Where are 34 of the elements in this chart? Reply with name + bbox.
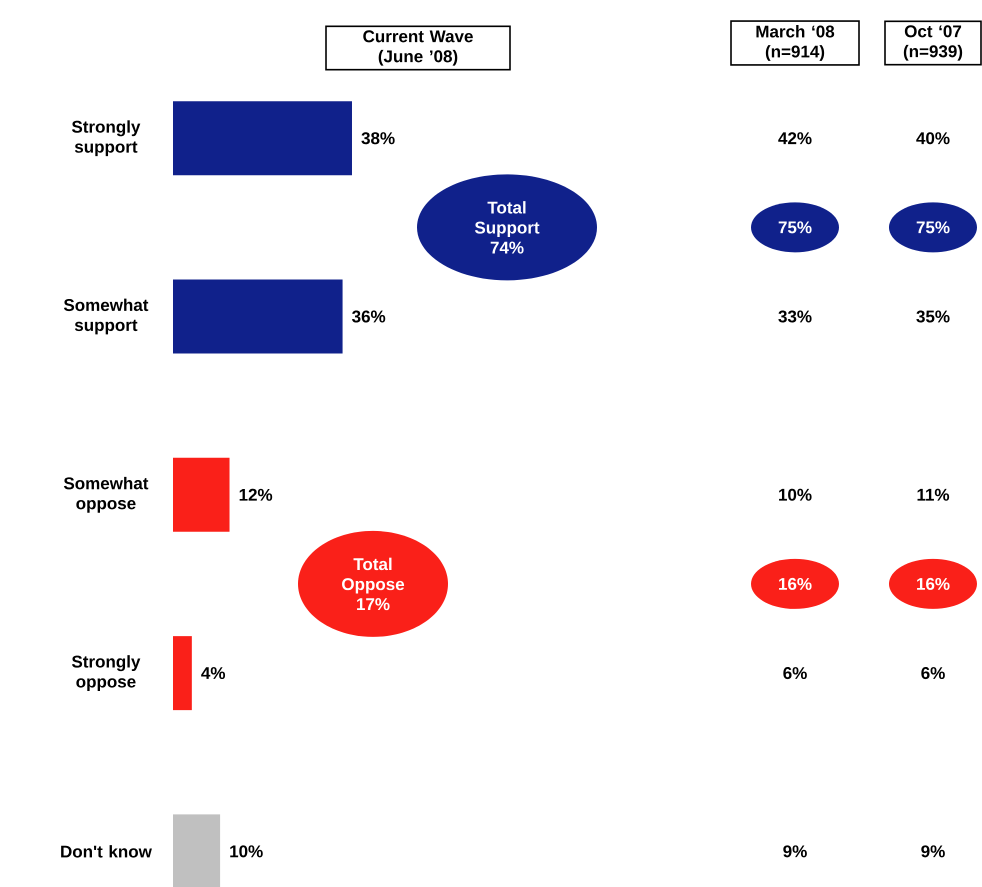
text: 6% xyxy=(783,667,807,680)
text: 16% xyxy=(917,578,950,590)
data-label: 36% xyxy=(352,310,386,323)
text: 75% xyxy=(916,221,950,234)
text: 6% xyxy=(921,667,945,680)
annotation: Total Oppose 17% xyxy=(342,558,404,610)
bar xyxy=(172,101,352,176)
text: 9% xyxy=(783,845,807,858)
text: 75% xyxy=(778,221,812,234)
text: 16% xyxy=(779,578,812,590)
text: Oct ‘07 (n=939) xyxy=(904,25,962,61)
bar xyxy=(172,636,192,710)
text: 9% xyxy=(921,845,945,858)
y-tick-label: Strongly oppose xyxy=(72,655,140,691)
text: 42% xyxy=(778,132,812,144)
text: March ‘08 (n=914) xyxy=(756,25,834,61)
y-tick-label: Don't know xyxy=(61,845,152,858)
text: 40% xyxy=(916,132,950,144)
text: 33% xyxy=(778,310,812,323)
y-tick-label: Somewhat support xyxy=(64,298,148,334)
data-label: 38% xyxy=(361,132,395,144)
bar xyxy=(172,814,220,887)
data-label: 12% xyxy=(240,488,272,501)
bar xyxy=(172,458,230,532)
y-tick-label: Somewhat oppose xyxy=(64,476,148,513)
y-tick-label: Strongly support xyxy=(72,120,140,156)
data-label: 4% xyxy=(201,667,226,680)
data-label: 10% xyxy=(230,845,263,858)
text: 11% xyxy=(918,488,950,501)
text: Total Support 74% xyxy=(474,201,540,254)
bar xyxy=(172,280,343,354)
text: 10% xyxy=(779,488,812,501)
text: Current Wave (June ’08) xyxy=(363,30,473,66)
text: 35% xyxy=(916,310,950,323)
